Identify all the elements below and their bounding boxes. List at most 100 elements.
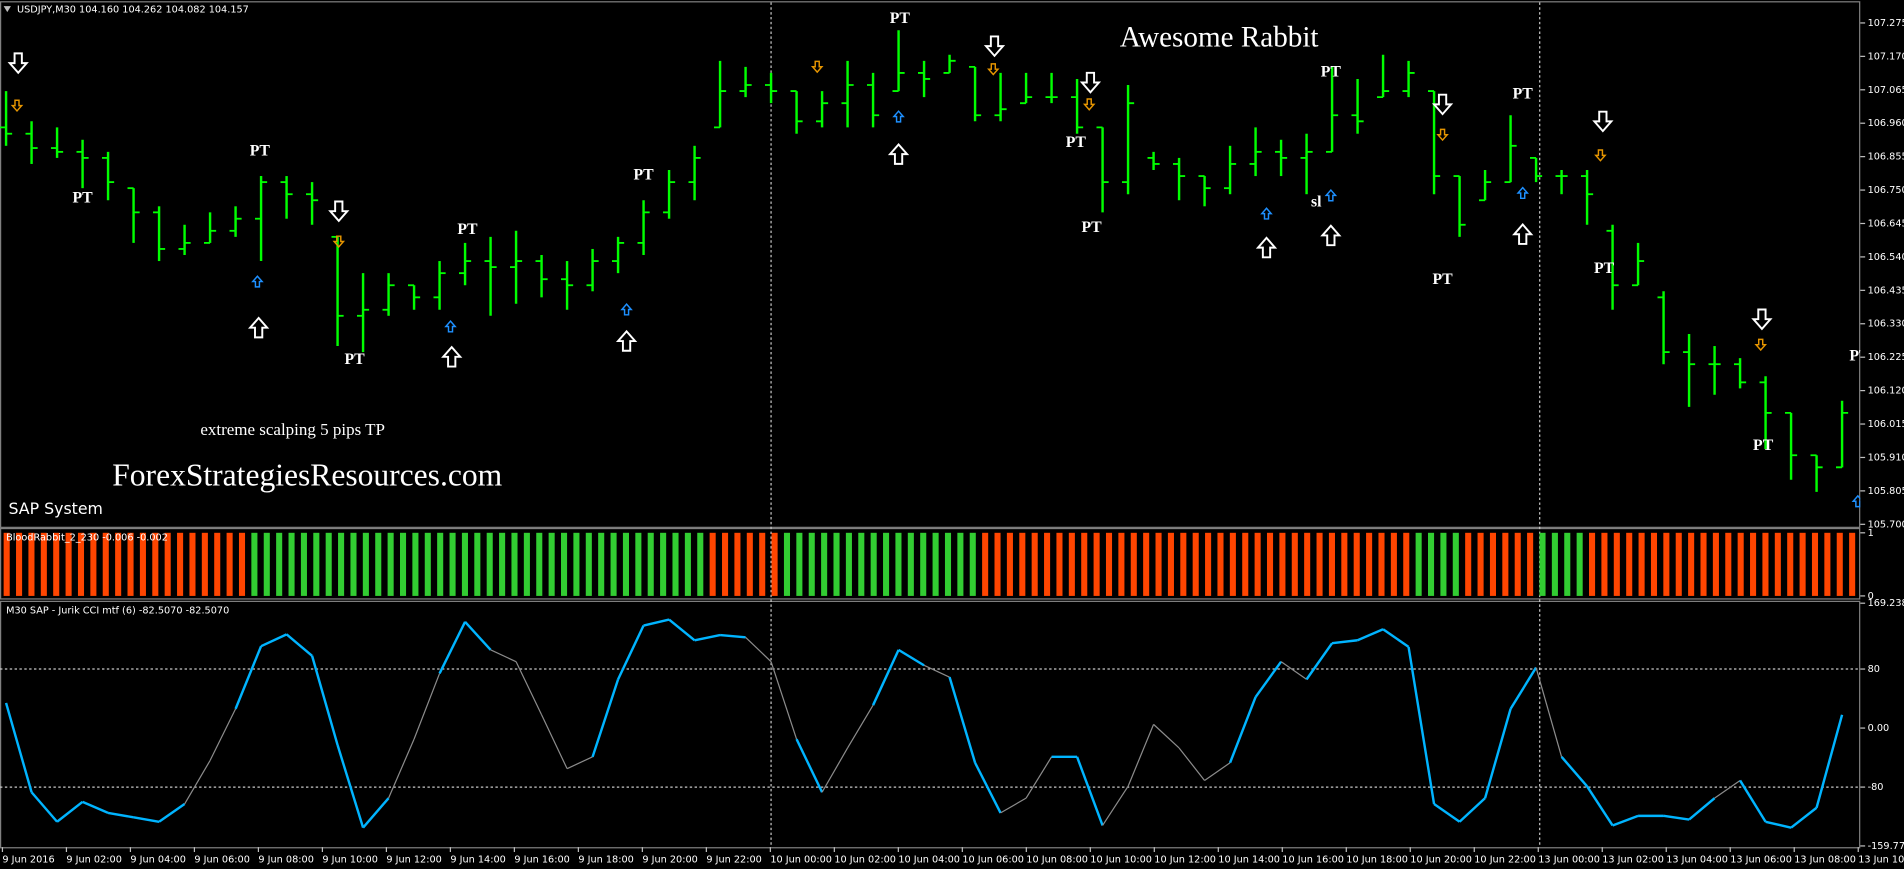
signal-bar (783, 532, 791, 596)
signal-bar (796, 532, 803, 596)
signal-bar (1440, 532, 1447, 596)
sell-arrow (1592, 110, 1614, 133)
cci-segment (973, 762, 1002, 814)
annotation: PT (72, 190, 93, 207)
signal-bar (1465, 532, 1472, 596)
signal-bar (536, 532, 543, 596)
cci-segment (948, 676, 977, 764)
cci-segment (1612, 814, 1639, 827)
signal-bar (858, 532, 865, 596)
signal-bar (1564, 532, 1571, 596)
panel-title: BloodRabbit_2_230 -0.006 -0.002 (6, 533, 168, 544)
cci-segment (1790, 806, 1818, 829)
signal-bar (1836, 532, 1843, 596)
signal-bar (1366, 532, 1373, 596)
cci-segment (438, 621, 467, 675)
annotation: PT (1753, 437, 1774, 454)
x-tick-label: 10 Jun 18:00 (1346, 854, 1408, 865)
signal-bar (1477, 532, 1484, 596)
signal-bar (424, 532, 431, 596)
cci-segment (923, 664, 950, 678)
cci-segment (1382, 628, 1410, 648)
sell-arrow (1431, 93, 1454, 116)
annotation: Awesome Rabbit (1120, 22, 1319, 54)
y-tick-label: 1 (1868, 528, 1874, 539)
cci-segment (158, 803, 186, 823)
signal-bar (226, 532, 233, 596)
signal-bar (957, 532, 964, 596)
signal-bar (598, 532, 605, 596)
signal-bar (1118, 532, 1125, 596)
y-tick-label: 106.855 (1868, 152, 1904, 163)
signal-bar (1341, 532, 1348, 596)
y-tick-label: 106.750 (1868, 185, 1904, 196)
signal-bar (65, 532, 72, 596)
annotation: ForexStrategiesResources.com (112, 457, 502, 492)
cci-segment (616, 624, 645, 680)
signal-bar (214, 532, 221, 596)
cci-segment (56, 800, 84, 823)
signal-bar (647, 532, 654, 596)
sell-arrow (328, 200, 350, 223)
signal-bar (684, 532, 691, 596)
signal-bar (399, 532, 407, 596)
signal-bar (325, 532, 332, 596)
cci-segment (184, 760, 211, 805)
cci-segment (464, 621, 492, 651)
signal-bar (932, 532, 939, 596)
cci-segment (30, 791, 58, 823)
signal-bar (982, 532, 989, 596)
annotation: PT (1849, 347, 1870, 364)
x-tick-label: 9 Jun 18:00 (578, 854, 633, 865)
cci-segment (1535, 667, 1563, 758)
signal-bar (1093, 532, 1100, 596)
signal-bar (561, 532, 568, 596)
signal-bar (511, 532, 518, 596)
x-tick-label: 13 Jun 06:00 (1730, 854, 1792, 865)
cci-segment (1000, 797, 1027, 814)
signal-bar (1068, 532, 1075, 596)
y-tick-label: 105.700 (1868, 519, 1904, 530)
x-tick-label: 9 Jun 14:00 (450, 854, 505, 865)
annotation: PT (250, 142, 271, 159)
signal-bar (759, 532, 766, 596)
sell-arrow (1436, 128, 1449, 142)
signal-bar (548, 532, 555, 596)
signal-bar (1688, 532, 1695, 596)
x-tick-label: 9 Jun 04:00 (130, 854, 185, 865)
buy-arrow (248, 316, 270, 339)
x-tick-label: 10 Jun 12:00 (1154, 854, 1216, 865)
sell-arrow (1082, 98, 1096, 111)
sell-arrow (1079, 71, 1102, 94)
annotation: PT (1066, 134, 1087, 151)
buy-arrow (1255, 236, 1278, 259)
signal-bar (461, 532, 468, 596)
cci-segment (694, 633, 721, 642)
y-tick-label: 0 (1868, 591, 1874, 602)
cci-segment (490, 649, 517, 663)
cci-segment (1127, 724, 1155, 787)
cci-segment (1458, 797, 1486, 823)
cci-segment (1663, 814, 1690, 821)
signal-bar (40, 532, 47, 596)
cci-segment (1204, 762, 1231, 781)
signal-bar (1192, 532, 1199, 596)
cci-segment (1254, 660, 1283, 698)
cci-segment (234, 645, 263, 710)
signal-bar (1415, 532, 1422, 596)
x-tick-label: 9 Jun 22:00 (706, 854, 761, 865)
y-tick-label: 106.225 (1868, 352, 1904, 363)
signal-bar (907, 532, 914, 596)
x-tick-label: 13 Jun 04:00 (1666, 854, 1728, 865)
cci-segment (897, 648, 925, 667)
x-tick-label: 9 Jun 10:00 (322, 854, 377, 865)
signal-bar (152, 532, 159, 596)
signal-bar (1105, 532, 1113, 596)
x-tick-label: 10 Jun 14:00 (1218, 854, 1280, 865)
annotation: PT (1321, 63, 1342, 80)
signal-bar (833, 532, 840, 596)
signal-bar (672, 532, 679, 596)
signal-bar (1638, 532, 1645, 596)
signal-bar (300, 532, 307, 596)
signal-bar (771, 532, 778, 596)
